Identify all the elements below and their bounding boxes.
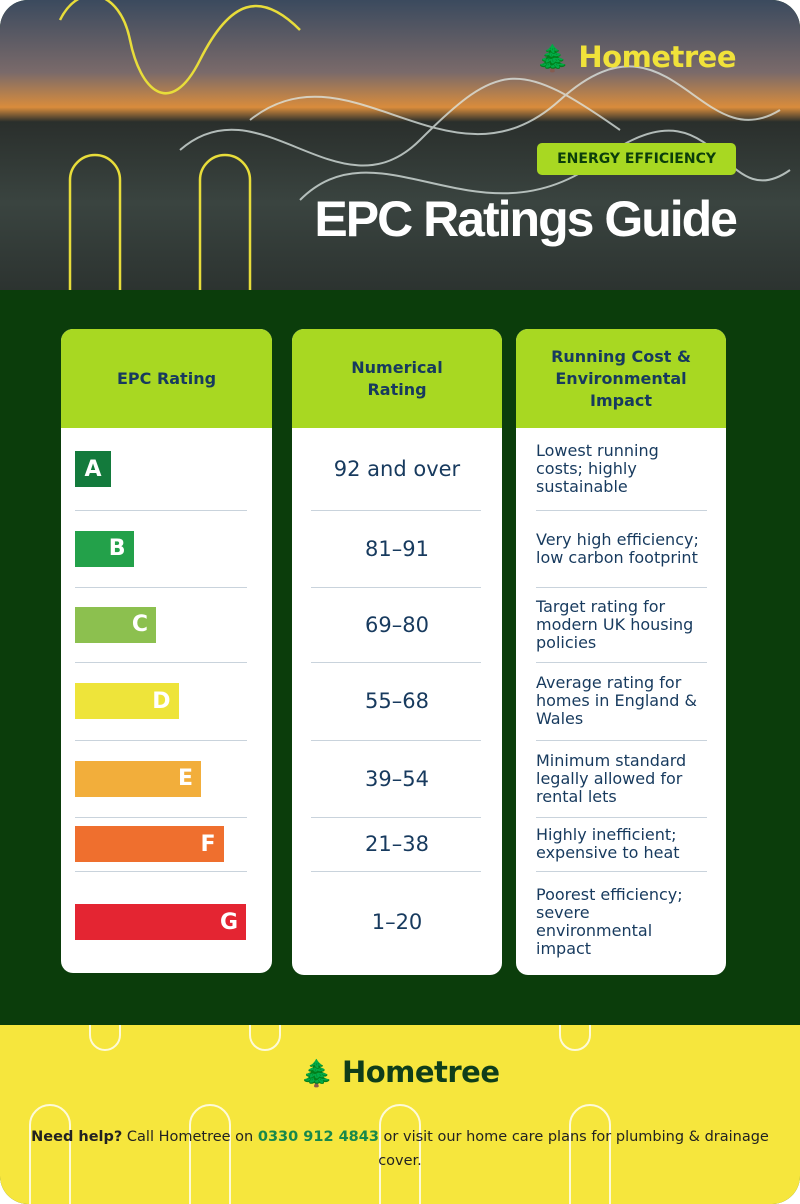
numerical-rating: 55–68 — [365, 689, 429, 713]
row-divider — [311, 662, 481, 663]
numerical-rating: 92 and over — [333, 457, 461, 481]
tag: ENERGY EFFICIENCY — [537, 143, 736, 175]
column-header: Running Cost & Environmental Impact — [516, 329, 726, 428]
row-divider — [75, 740, 247, 741]
impact-text: Minimum standard legally allowed for ren… — [536, 750, 687, 806]
row-divider — [75, 662, 247, 663]
rating-bar: B — [75, 530, 134, 567]
row-divider — [75, 510, 247, 511]
row-divider — [536, 510, 707, 511]
brand-logo[interactable]: 🌲 Hometree — [536, 40, 737, 74]
row-divider — [536, 817, 707, 818]
title: EPC Ratings Guide — [314, 191, 738, 247]
phone-link[interactable]: 0330 912 4843 — [257, 1129, 379, 1145]
rating-bar: G — [75, 904, 246, 940]
rating-bar: A — [75, 451, 111, 487]
numerical-rating: 69–80 — [365, 612, 429, 637]
row-divider — [75, 817, 247, 818]
help-text: or visit our home care plans for plumbin… — [378, 1129, 769, 1169]
rating-bar: C — [75, 606, 156, 643]
column: Numerical Rating 92 and over 81–91 69–80 55–… — [292, 329, 502, 975]
numerical-rating: 21–38 — [365, 832, 429, 856]
row-divider — [311, 510, 481, 511]
brand-logo[interactable]: 🌲 Hometree — [300, 1055, 500, 1089]
rating-bar: D — [75, 683, 179, 719]
decor — [29, 1025, 611, 1204]
impact-text: Average rating for homes in England & Wa… — [536, 673, 697, 728]
impact-text: Target rating for modern UK housing poli… — [536, 596, 694, 652]
row-divider — [536, 662, 707, 663]
row-divider — [536, 871, 707, 872]
help-text: Need help? Call Hometree on 0330 912 484… — [20, 1125, 780, 1173]
rating-bar: E — [75, 760, 201, 797]
impact-text: Highly inefficient; expensive to heat — [536, 825, 680, 862]
impact-text: Poorest efficiency; severe environmental… — [536, 885, 683, 958]
brand-text: Hometree — [341, 1055, 500, 1089]
row-divider — [311, 817, 481, 818]
numerical-rating: 39–54 — [365, 766, 429, 791]
brand-text: Hometree — [578, 40, 736, 74]
row-divider — [536, 740, 707, 741]
row-divider — [75, 871, 247, 872]
impact-text: Very high efficiency; low carbon footpri… — [536, 529, 699, 567]
column: EPC Rating A B C D E F G — [61, 329, 272, 973]
row-divider — [75, 587, 247, 588]
row-divider — [311, 587, 481, 588]
row-divider — [311, 740, 481, 741]
row-divider — [536, 587, 707, 588]
hero: 🌲 Hometree ENERGY EFFICIENCY EPC Ratings… — [0, 0, 800, 290]
column: Running Cost & Environmental Impact Lowes… — [516, 329, 726, 975]
impact-text: Lowest running costs; highly sustainable — [536, 441, 659, 496]
column-header: EPC Rating — [61, 329, 272, 428]
numerical-rating: 81–91 — [365, 536, 429, 561]
help-text: Call Hometree on — [126, 1129, 254, 1145]
numerical-rating: 1–20 — [371, 910, 423, 934]
help-lead: Need help? — [31, 1129, 123, 1145]
rating-bar: F — [75, 826, 224, 862]
footer: 🌲 Hometree Need help? Call Hometree on 0… — [0, 1025, 800, 1204]
column-header: Numerical Rating — [292, 329, 502, 428]
row-divider — [311, 871, 481, 872]
